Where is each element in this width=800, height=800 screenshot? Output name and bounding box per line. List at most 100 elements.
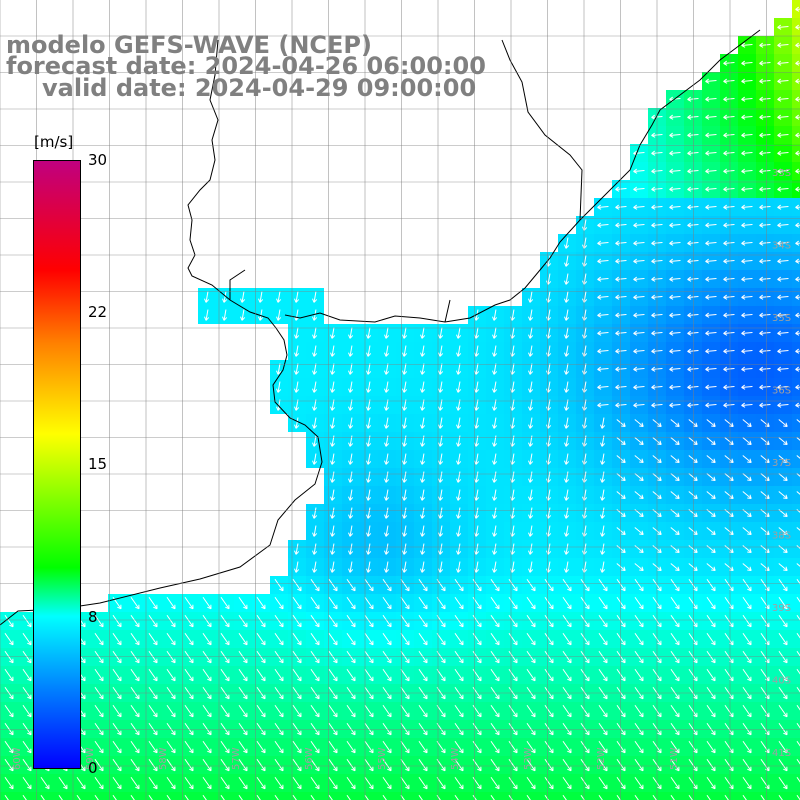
wind-arrow <box>742 527 752 536</box>
wind-arrow <box>705 276 717 282</box>
wind-arrow <box>456 363 462 375</box>
wind-arrow <box>760 437 770 446</box>
wind-arrow <box>402 399 408 411</box>
wind-arrow <box>562 596 572 610</box>
wind-arrow <box>670 614 680 628</box>
wind-arrow <box>526 596 536 610</box>
wind-arrow <box>400 614 410 628</box>
wind-arrow <box>454 650 464 664</box>
wind-arrow <box>705 294 717 300</box>
wind-arrow <box>688 563 698 572</box>
wind-arrow <box>508 668 518 682</box>
wind-arrow <box>310 614 320 628</box>
wind-arrow <box>597 402 609 408</box>
wind-arrow <box>544 596 554 610</box>
wind-arrow <box>777 348 789 354</box>
wind-arrow <box>312 561 318 573</box>
wind-arrow <box>741 168 753 174</box>
wind-arrow <box>346 704 356 718</box>
wind-arrow <box>420 363 426 375</box>
wind-arrow <box>312 453 318 465</box>
wind-arrow <box>615 384 627 390</box>
wind-arrow <box>420 489 426 501</box>
wind-arrow <box>384 561 390 573</box>
ocean-cell <box>738 792 756 800</box>
wind-arrow <box>456 471 462 483</box>
wind-arrow <box>436 614 446 628</box>
wind-arrow <box>742 473 752 482</box>
wind-arrow <box>688 473 698 482</box>
wind-arrow <box>723 96 735 102</box>
wind-arrow <box>402 507 408 519</box>
wind-arrow <box>778 578 788 592</box>
wind-arrow <box>366 417 372 429</box>
wind-arrow <box>741 348 753 354</box>
wind-arrow <box>564 489 570 501</box>
wind-arrow <box>330 507 336 519</box>
ocean-cell <box>54 792 72 800</box>
wind-arrow <box>346 578 356 592</box>
wind-arrow <box>742 455 752 464</box>
wind-arrow <box>544 632 554 646</box>
wind-arrow <box>544 578 554 592</box>
wind-arrow <box>669 114 681 120</box>
wind-arrow <box>706 437 716 446</box>
wind-arrow <box>742 650 752 664</box>
wind-arrow <box>741 402 753 408</box>
wind-arrow <box>492 489 498 501</box>
wind-arrow <box>777 402 789 408</box>
wind-arrow <box>597 384 609 390</box>
wind-arrow <box>777 168 789 174</box>
wind-arrow <box>382 668 392 682</box>
wind-arrow <box>741 150 753 156</box>
wind-arrow <box>670 455 680 464</box>
wind-arrow <box>687 330 699 336</box>
wind-arrow <box>276 309 282 321</box>
wind-arrow <box>384 471 390 483</box>
wind-arrow <box>759 384 771 390</box>
wind-arrow <box>490 596 500 610</box>
wind-arrow <box>310 578 320 592</box>
wind-arrow <box>292 596 302 610</box>
wind-arrow <box>795 402 800 408</box>
wind-arrow <box>687 312 699 318</box>
wind-arrow <box>633 402 645 408</box>
wind-arrow <box>742 563 752 572</box>
wind-arrow <box>564 507 570 519</box>
wind-arrow <box>438 489 444 501</box>
wind-arrow <box>94 632 104 646</box>
wind-arrow <box>688 455 698 464</box>
wind-arrow <box>777 60 789 66</box>
wind-arrow <box>420 507 426 519</box>
wind-arrow <box>328 650 338 664</box>
wind-arrow <box>564 255 570 267</box>
wind-arrow <box>330 399 336 411</box>
wind-arrow <box>777 240 789 246</box>
wind-arrow <box>310 632 320 646</box>
wind-arrow <box>778 437 788 446</box>
wind-arrow <box>436 668 446 682</box>
wind-arrow <box>688 419 698 428</box>
wind-arrow <box>456 399 462 411</box>
wind-arrow <box>274 704 284 718</box>
wind-arrow <box>402 381 408 393</box>
wind-arrow <box>454 632 464 646</box>
wind-arrow <box>670 596 680 610</box>
wind-arrow <box>240 309 246 321</box>
wind-arrow <box>238 632 248 646</box>
ocean-cell <box>792 792 800 800</box>
wind-arrow <box>633 312 645 318</box>
latitude-label: 38S <box>772 531 791 542</box>
wind-arrow <box>526 578 536 592</box>
ocean-cell <box>666 792 684 800</box>
wind-arrow <box>633 258 645 264</box>
wind-arrow <box>634 455 644 464</box>
wind-arrow <box>148 596 158 610</box>
wind-arrow <box>777 222 789 228</box>
wind-arrow <box>184 596 194 610</box>
wind-arrow <box>382 614 392 628</box>
wind-arrow <box>454 668 464 682</box>
wind-arrow <box>723 402 735 408</box>
wind-arrow <box>633 384 645 390</box>
wind-arrow <box>597 204 609 210</box>
